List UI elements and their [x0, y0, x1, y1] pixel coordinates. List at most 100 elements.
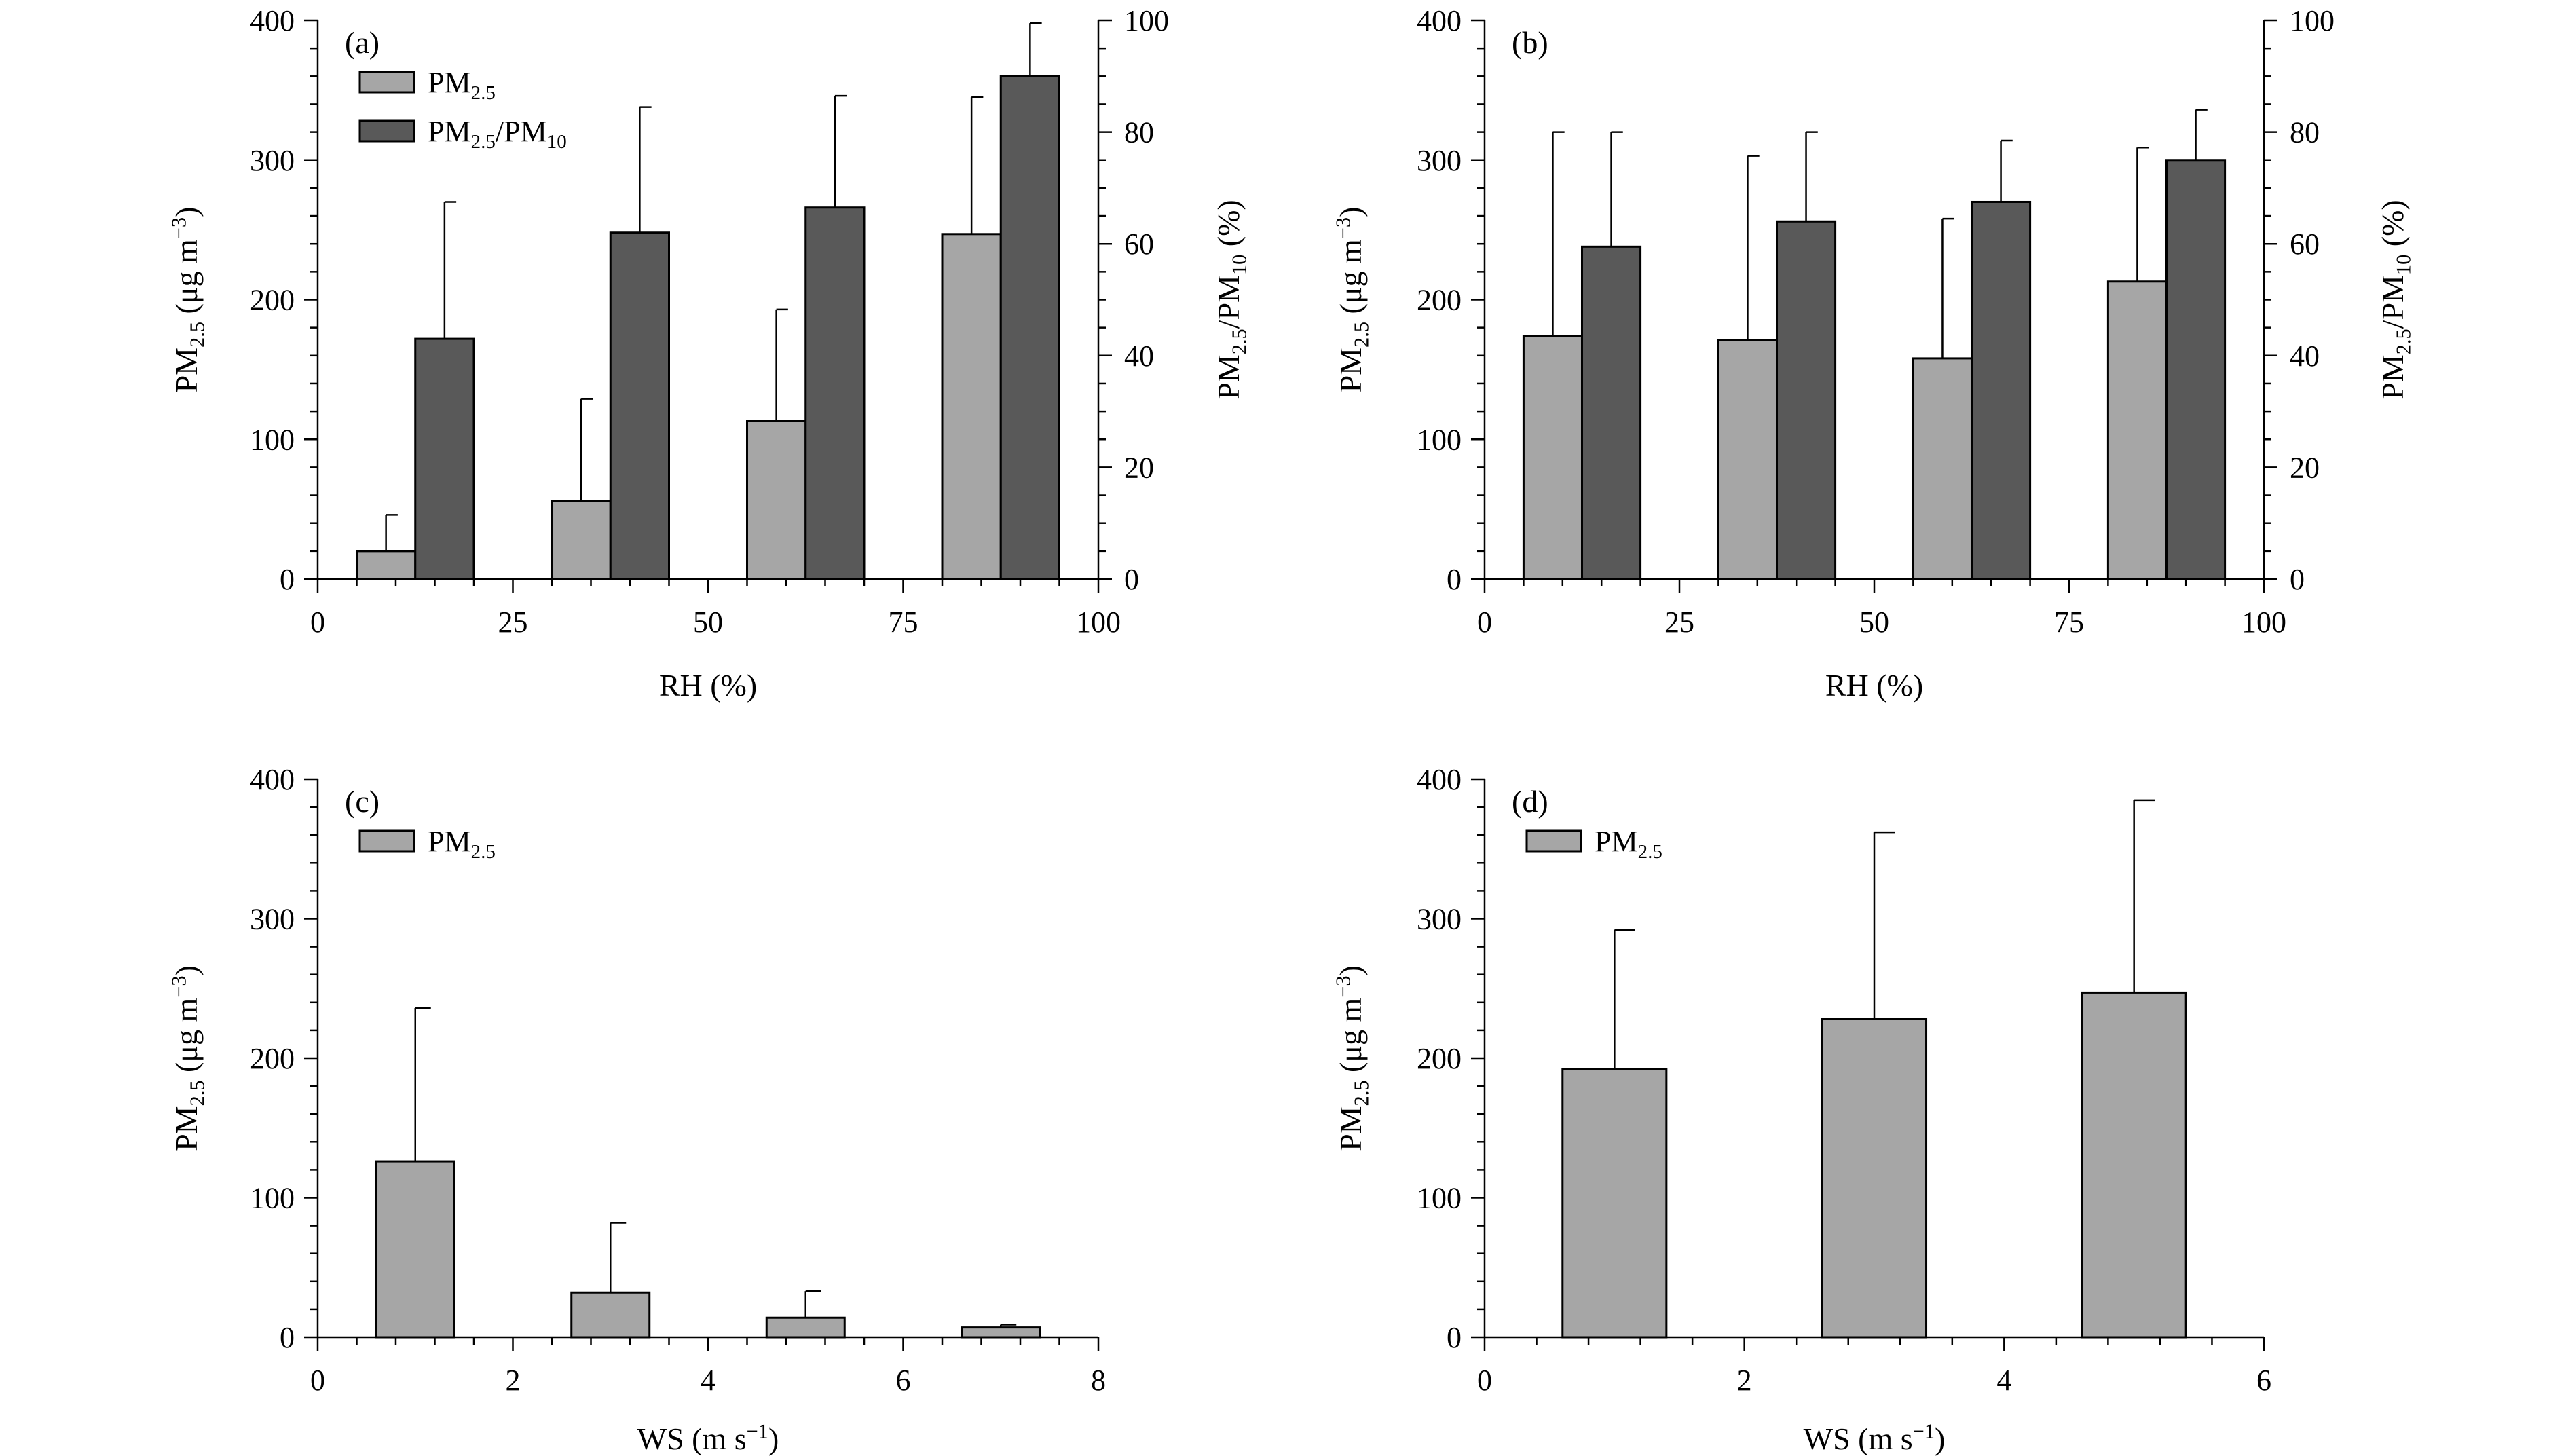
y2-tick-label: 80 [2290, 116, 2320, 149]
error-bar-ratio-4 [1029, 22, 1042, 77]
bar-ratio-4 [999, 75, 1060, 580]
x-tick-label: 25 [1665, 605, 1694, 639]
error-bar-pm25-3 [1941, 217, 1954, 358]
y2-tick-label: 20 [1124, 451, 1154, 484]
error-bar-pm25-1 [1614, 929, 1635, 1070]
bar-pm25-1 [1522, 335, 1583, 580]
y2-tick-label: 0 [1124, 563, 1139, 596]
x-tick-label: 2 [1737, 1364, 1752, 1397]
y2-tick-label: 80 [1124, 116, 1154, 149]
panel-c: 0 100 200 300 400 0 2 4 6 8 WS (m s−1​) PM2.5​ (μg … [167, 763, 1106, 1456]
bar-pm25-3 [765, 1316, 846, 1339]
y-tick-label: 300 [250, 144, 295, 177]
error-bar-pm25-2 [1873, 831, 1895, 1020]
y-tick-label: 300 [250, 903, 295, 936]
error-bar-pm25-4 [970, 96, 984, 234]
y2-tick-label: 40 [2290, 339, 2320, 373]
error-bar-ratio-2 [639, 106, 652, 233]
x-tick-label: 25 [498, 605, 528, 639]
y-tick-label: 0 [280, 563, 295, 596]
error-bar-ratio-3 [2000, 139, 2013, 202]
legend-swatch-pm25 [358, 71, 415, 94]
x-tick-label: 100 [1076, 605, 1121, 639]
bar-pm25-4 [961, 1326, 1041, 1339]
error-bar-pm25-2 [580, 398, 593, 501]
y-axis-title: PM2.5​ (μg m−3​) [1331, 965, 1373, 1151]
y-tick-label: 400 [1417, 763, 1462, 796]
y2-tick-label: 60 [2290, 227, 2320, 261]
y-tick-label: 0 [280, 1321, 295, 1354]
bar-pm25-3 [746, 420, 807, 580]
x-axis-title: RH (%) [1825, 668, 1923, 703]
y-tick-label: 0 [1447, 563, 1462, 596]
bar-pm25-1 [356, 550, 417, 580]
bar-pm25-1 [375, 1160, 455, 1339]
panel-label: (a) [345, 25, 379, 60]
legend-swatch-pm25 [358, 829, 415, 853]
x-tick-label: 75 [2054, 605, 2084, 639]
y2-tick-label: 100 [1124, 4, 1169, 37]
y2-tick-label: 100 [2290, 4, 2335, 37]
error-bar-pm25-1 [414, 1007, 431, 1162]
y-tick-label: 200 [250, 284, 295, 317]
y-tick-label: 0 [1447, 1321, 1462, 1354]
error-bar-pm25-1 [385, 514, 398, 551]
error-bar-ratio-2 [1805, 131, 1818, 222]
y2-axis-title: PM2.5​/PM10​ (%) [2375, 200, 2415, 400]
x-tick-label: 6 [896, 1364, 911, 1397]
x-tick-label: 0 [1477, 605, 1492, 639]
panel-d: 0 100 200 300 400 0 2 4 6 WS (m s−1​) PM2.5​ (μg m… [1331, 763, 2271, 1456]
y-tick-label: 100 [1417, 1182, 1462, 1215]
bar-pm25-3 [1912, 357, 1973, 580]
x-tick-label: 50 [693, 605, 723, 639]
legend-swatch-ratio [358, 119, 415, 143]
x-axis-title: RH (%) [659, 668, 757, 703]
y2-axis-title: PM2.5​/PM10​ (%) [1211, 200, 1251, 400]
legend-label-pm25: PM2.5​ [1595, 825, 1662, 863]
error-bar-ratio-3 [834, 94, 847, 208]
y-axis-title: PM2.5​ (μg m−3​) [167, 207, 208, 393]
x-tick-label: 50 [1859, 605, 1889, 639]
error-bar-ratio-1 [1610, 131, 1623, 247]
y-tick-label: 100 [250, 423, 295, 456]
error-bar-pm25-3 [775, 308, 788, 422]
bar-ratio-3 [804, 206, 866, 580]
error-bar-pm25-1 [1552, 131, 1565, 336]
error-bar-pm25-2 [610, 1222, 627, 1293]
y-axis-title: PM2.5​ (μg m−3​) [1331, 207, 1373, 393]
bar-ratio-3 [1971, 200, 2032, 580]
legend-label-pm25: PM2.5​ [428, 825, 496, 863]
y-tick-label: 100 [250, 1182, 295, 1215]
y2-tick-label: 20 [2290, 451, 2320, 484]
x-axis-title: WS (m s−1​) [637, 1419, 779, 1456]
x-tick-label: 6 [2256, 1364, 2271, 1397]
bar-pm25-2 [1717, 339, 1778, 580]
bar-pm25-2 [551, 500, 612, 580]
y2-tick-label: 60 [1124, 227, 1154, 261]
bar-pm25-1 [1561, 1068, 1668, 1339]
panel-label: (c) [345, 784, 379, 819]
x-tick-label: 2 [506, 1364, 521, 1397]
error-bar-ratio-1 [443, 201, 457, 339]
x-tick-label: 0 [310, 1364, 325, 1397]
bar-pm25-3 [2081, 991, 2187, 1339]
x-axis-title: WS (m s−1​) [1804, 1419, 1946, 1456]
legend-label-ratio: PM2.5​/PM10​ [428, 115, 567, 153]
bar-pm25-4 [2106, 280, 2168, 580]
y-tick-label: 300 [1417, 903, 1462, 936]
y-tick-label: 200 [250, 1042, 295, 1075]
x-tick-label: 8 [1091, 1364, 1106, 1397]
x-tick-label: 0 [1477, 1364, 1492, 1397]
y-tick-label: 200 [1417, 284, 1462, 317]
panel-label: (d) [1512, 784, 1548, 819]
x-tick-label: 100 [2242, 605, 2286, 639]
error-bar-pm25-4 [1000, 1324, 1017, 1328]
y2-tick-label: 40 [1124, 339, 1154, 373]
y-tick-label: 400 [250, 763, 295, 796]
bar-pm25-2 [570, 1291, 651, 1339]
x-tick-label: 75 [889, 605, 918, 639]
bar-pm25-4 [941, 233, 1002, 580]
bar-ratio-1 [414, 337, 475, 580]
